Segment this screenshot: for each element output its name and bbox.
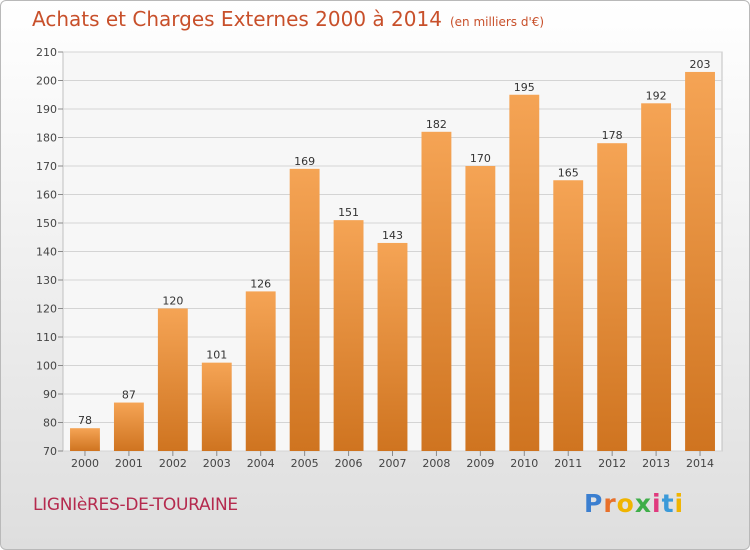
x-tick-label: 2003 <box>203 457 231 470</box>
bar-value-label: 87 <box>122 389 136 402</box>
bar-value-label: 151 <box>338 206 359 219</box>
bar-value-label: 126 <box>250 277 271 290</box>
chart-title: Achats et Charges Externes 2000 à 2014 (e… <box>32 7 544 31</box>
bar-value-label: 170 <box>470 152 491 165</box>
x-tick-label: 2010 <box>510 457 538 470</box>
bar <box>553 180 584 451</box>
bar <box>509 94 540 451</box>
x-tick-label: 2004 <box>247 457 275 470</box>
x-tick-label: 2014 <box>686 457 714 470</box>
y-tick-label: 150 <box>36 217 57 230</box>
y-tick-label: 100 <box>36 360 57 373</box>
chart-unit: (en milliers d'€) <box>449 15 545 29</box>
y-tick-label: 120 <box>36 303 57 316</box>
y-tick-label: 210 <box>36 46 57 59</box>
bar <box>245 291 276 451</box>
bar <box>641 103 672 452</box>
bar <box>70 428 100 451</box>
bar-value-label: 178 <box>602 129 623 142</box>
bar <box>597 143 628 451</box>
x-tick-label: 2011 <box>554 457 582 470</box>
bar <box>685 71 715 451</box>
bar-value-label: 120 <box>162 295 183 308</box>
y-tick-label: 160 <box>36 189 57 202</box>
x-tick-label: 2002 <box>159 457 187 470</box>
bar-value-label: 101 <box>206 349 227 362</box>
x-tick-label: 2006 <box>335 457 363 470</box>
bar <box>289 168 320 451</box>
y-tick-label: 140 <box>36 246 57 259</box>
y-tick-label: 110 <box>36 331 57 344</box>
x-tick-label: 2000 <box>71 457 99 470</box>
bar-value-label: 169 <box>294 155 315 168</box>
y-tick-label: 80 <box>43 417 57 430</box>
bar <box>465 166 496 451</box>
y-tick-label: 70 <box>43 445 57 458</box>
bar-value-label: 78 <box>78 414 92 427</box>
bars: 78 87 120 101 126 169 151 143 182 170 195 165 178 192… <box>70 58 715 452</box>
y-tick-label: 90 <box>43 388 57 401</box>
bar-value-label: 203 <box>690 58 711 71</box>
x-tick-label: 2013 <box>642 457 670 470</box>
bar <box>201 362 232 451</box>
bar <box>421 131 452 452</box>
x-tick-label: 2009 <box>466 457 494 470</box>
bar-value-label: 143 <box>382 229 403 242</box>
y-axis-ticks: 70 80 90 100 110 120 130 140 150 160 170 180 190 200 2… <box>36 46 63 458</box>
x-tick-label: 2007 <box>379 457 407 470</box>
x-tick-label: 2005 <box>291 457 319 470</box>
bar <box>113 402 144 451</box>
chart-title-text: Achats et Charges Externes 2000 à 2014 <box>32 7 442 31</box>
proxiti-logo: Proxiti <box>584 489 685 518</box>
bar-value-label: 195 <box>514 81 535 94</box>
bar <box>377 242 408 451</box>
bar <box>157 308 188 451</box>
y-tick-label: 200 <box>36 75 57 88</box>
y-tick-label: 130 <box>36 274 57 287</box>
x-axis-ticks: 2000 2001 2002 2003 2004 2005 2006 2007 2008 2009… <box>71 451 714 470</box>
y-tick-label: 170 <box>36 160 57 173</box>
y-tick-label: 190 <box>36 103 57 116</box>
bar <box>333 220 364 451</box>
bar-value-label: 165 <box>558 166 579 179</box>
bar-value-label: 192 <box>646 89 667 102</box>
x-tick-label: 2012 <box>598 457 626 470</box>
x-tick-label: 2001 <box>115 457 143 470</box>
bar-value-label: 182 <box>426 118 447 131</box>
x-tick-label: 2008 <box>422 457 450 470</box>
location-label: LIGNIèRES-DE-TOURAINE <box>33 495 238 515</box>
y-tick-label: 180 <box>36 132 57 145</box>
